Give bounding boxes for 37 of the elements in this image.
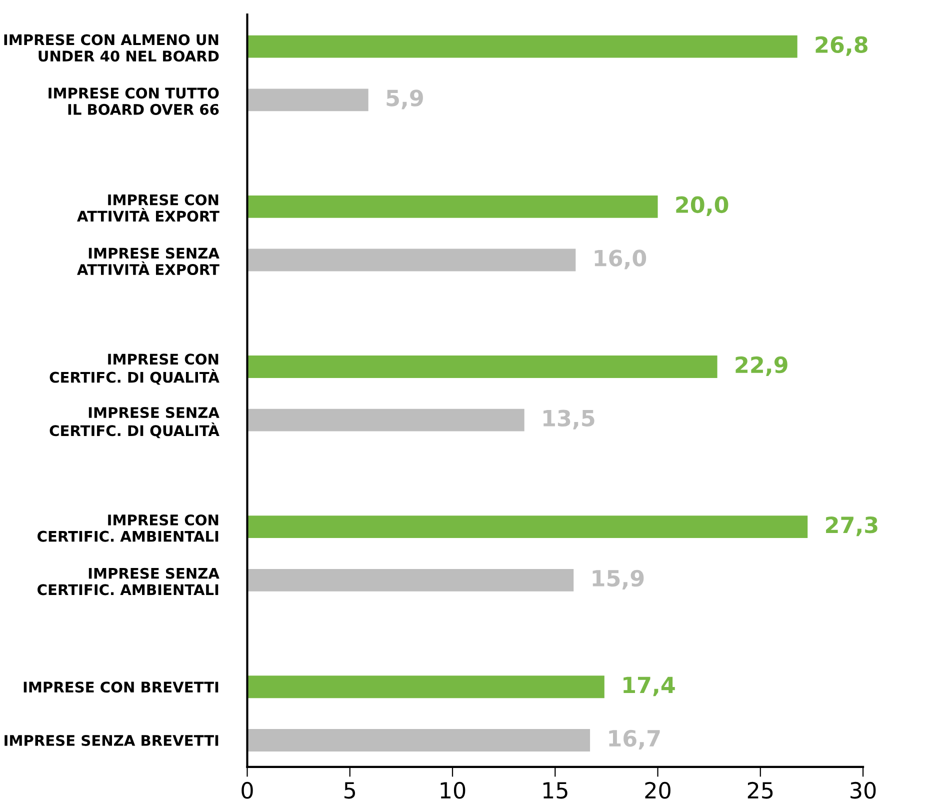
data-label: 16,7 — [609, 730, 660, 750]
y-tick-label: IMPRESE SENZA CERTIFC. DI QUALITÀ — [50, 407, 220, 438]
y-tick-label: IMPRESE SENZA ATTIVITÀ EXPORT — [77, 248, 220, 276]
bar — [247, 356, 718, 378]
y-tick-label: IMPRESE CON CERTIFIC. AMBIENTALI — [38, 514, 218, 542]
x-tick-label: 20 — [645, 782, 670, 799]
data-label: 27,3 — [826, 516, 878, 536]
data-label: 5,9 — [386, 90, 423, 110]
y-tick-label: IMPRESE CON CERTIFC. DI QUALITÀ — [50, 354, 220, 385]
bar — [247, 676, 604, 698]
x-tick-label: 5 — [344, 782, 356, 799]
data-label: 13,5 — [544, 410, 594, 430]
bar — [247, 568, 574, 592]
data-label: 16,0 — [594, 250, 646, 270]
x-tick-label: 0 — [242, 782, 253, 799]
y-tick-label: IMPRESE SENZA BREVETTI — [4, 734, 218, 746]
y-tick-label: IMPRESE CON TUTTO IL BOARD OVER 66 — [48, 88, 219, 115]
y-tick-label: IMPRESE CON ALMENO UN UNDER 40 NEL BOARD — [4, 34, 219, 62]
data-label: 22,9 — [736, 356, 788, 376]
y-tick-label: IMPRESE CON ATTIVITÀ EXPORT — [77, 194, 220, 222]
y-tick-label: IMPRESE SENZA CERTIFIC. AMBIENTALI — [38, 568, 220, 596]
bar — [247, 408, 524, 432]
bar — [247, 88, 368, 112]
data-label: 17,4 — [624, 676, 675, 696]
bar — [247, 248, 576, 272]
bar — [247, 516, 808, 538]
x-tick-label: 15 — [543, 782, 568, 799]
data-label: 26,8 — [816, 36, 868, 56]
x-tick-label: 30 — [850, 782, 876, 799]
data-label: 20,0 — [676, 196, 728, 216]
bar — [247, 35, 798, 58]
y-tick-label: IMPRESE CON BREVETTI — [24, 682, 218, 693]
x-tick-label: 10 — [440, 782, 466, 799]
x-tick-label: 25 — [748, 782, 773, 799]
data-label: 15,9 — [592, 570, 644, 590]
bar — [247, 729, 590, 752]
bar — [247, 195, 658, 218]
